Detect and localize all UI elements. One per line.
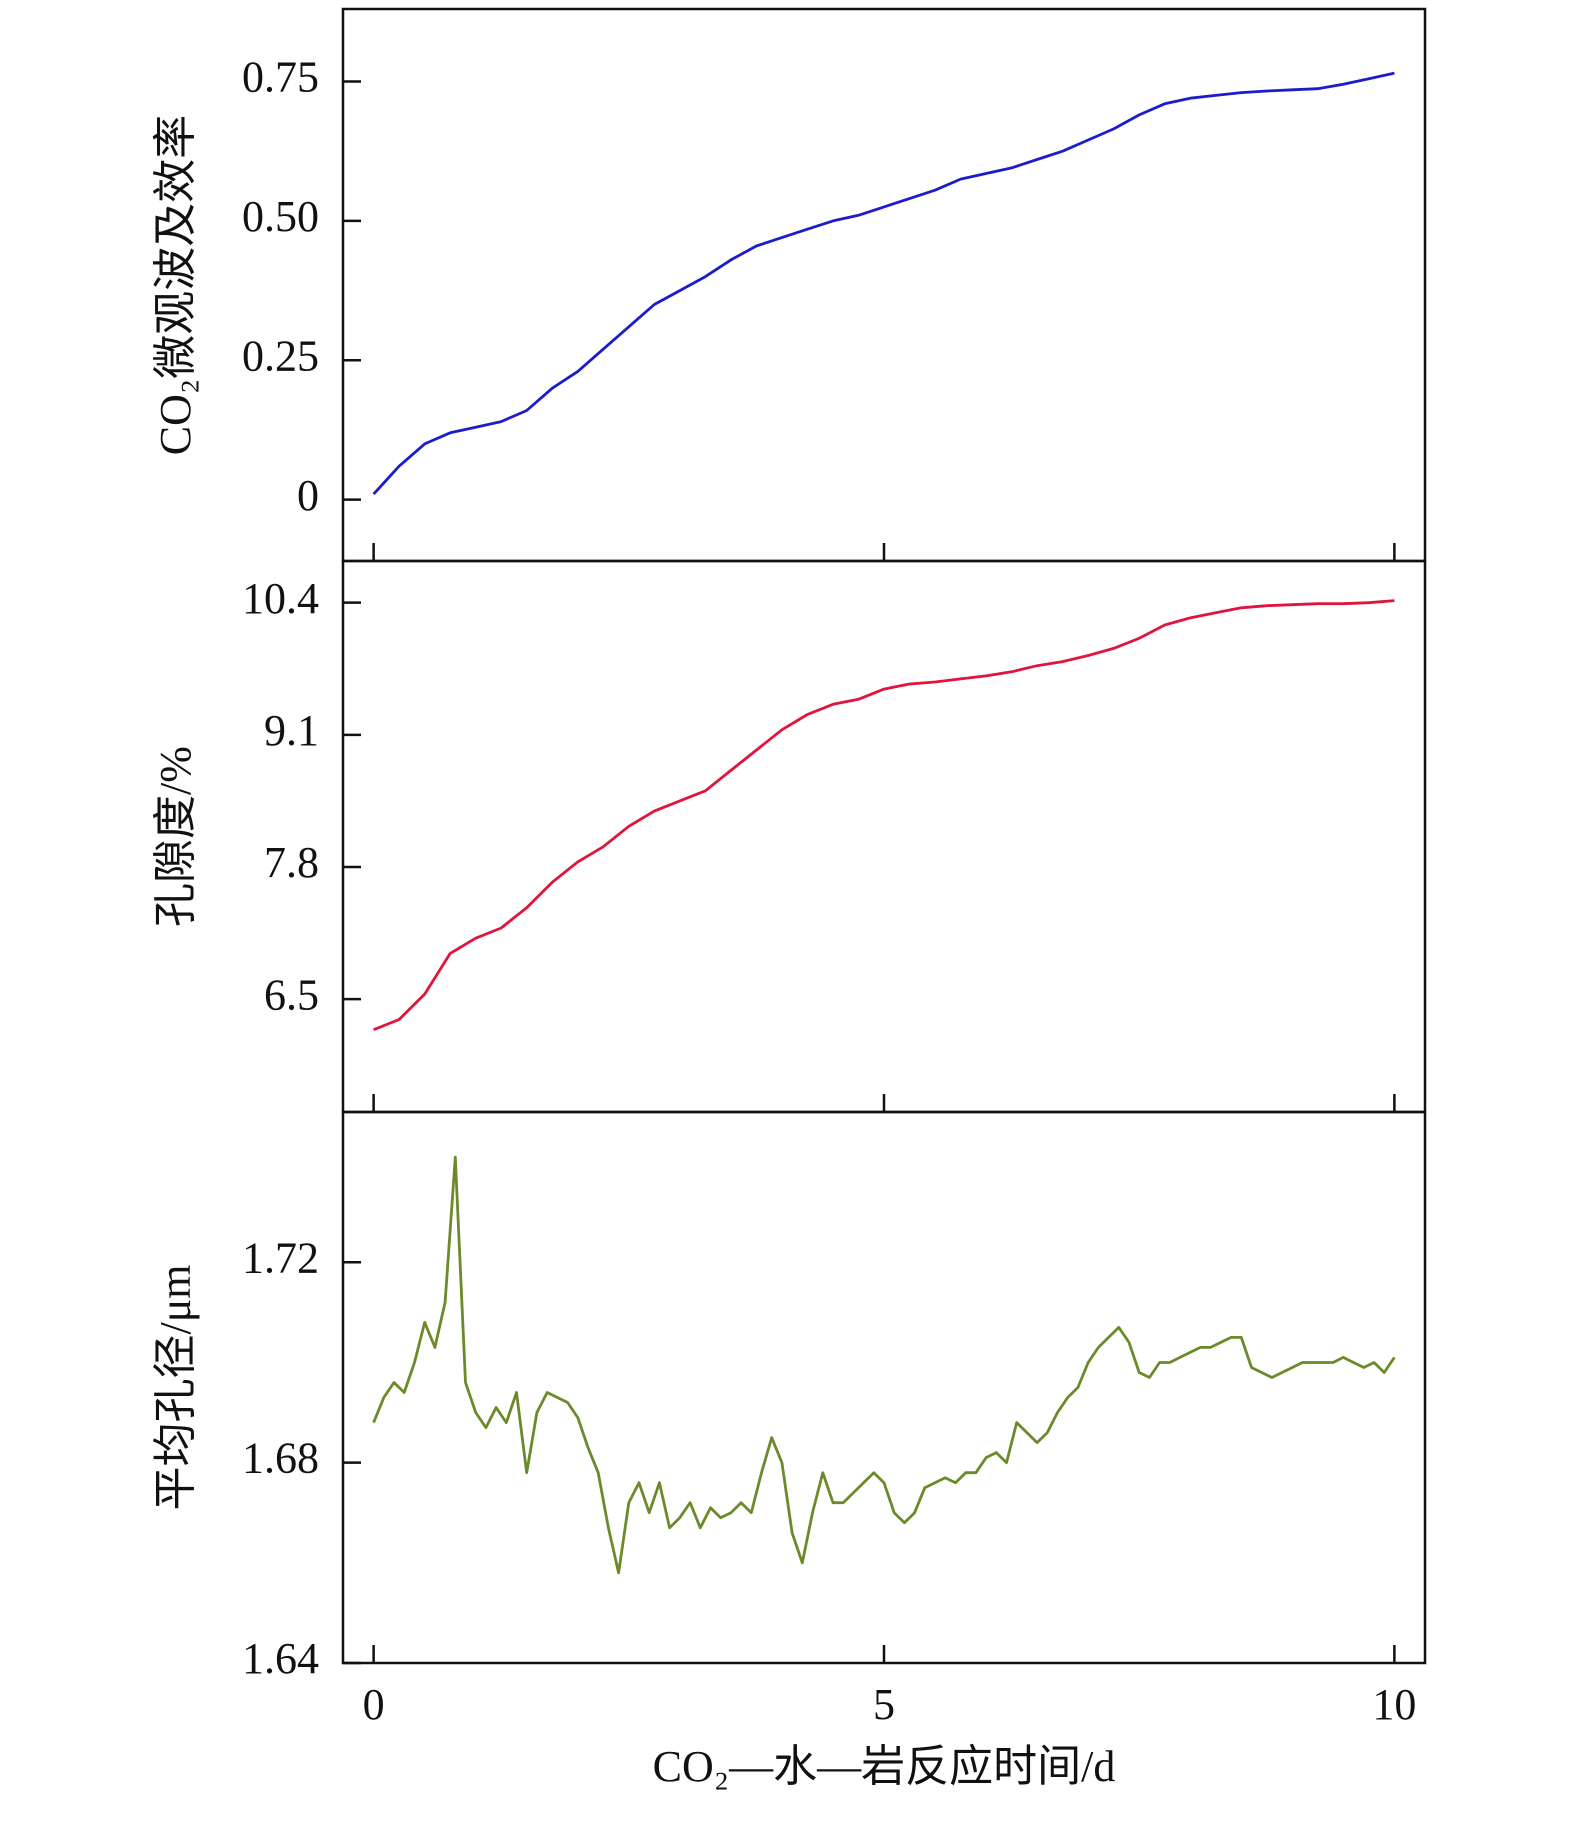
plot-frame: [341, 559, 1427, 1114]
y-tick-label: 1.72: [242, 1233, 319, 1282]
data-line: [372, 1155, 1396, 1575]
y-tick-label: 9.1: [264, 706, 319, 755]
y-tick-label: 0.25: [242, 331, 319, 380]
data-line: [372, 71, 1395, 496]
data-line: [373, 599, 1395, 1031]
y-tick-label: 1.68: [242, 1434, 319, 1483]
y-tick-label: 1.64: [242, 1634, 319, 1683]
y-tick-label: 0.50: [242, 192, 319, 241]
x-axis-title: CO₂—水—岩反应时间/d: [653, 1742, 1116, 1791]
x-tick-label: 5: [873, 1680, 895, 1729]
y-tick-label: 0: [297, 471, 319, 520]
y-axis-title: 平均孔径/μm: [151, 1264, 200, 1510]
y-tick-label: 7.8: [264, 838, 319, 887]
y-tick-label: 0.75: [242, 53, 319, 102]
y-tick-label: 10.4: [242, 574, 319, 623]
x-tick-label: 0: [363, 1680, 385, 1729]
plot-frame: [341, 1110, 1427, 1665]
y-tick-label: 6.5: [264, 970, 319, 1019]
x-tick-label: 10: [1372, 1680, 1416, 1729]
y-axis-title: CO₂微观波及效率: [151, 115, 200, 455]
y-axis-title: 孔隙度/%: [151, 746, 200, 927]
